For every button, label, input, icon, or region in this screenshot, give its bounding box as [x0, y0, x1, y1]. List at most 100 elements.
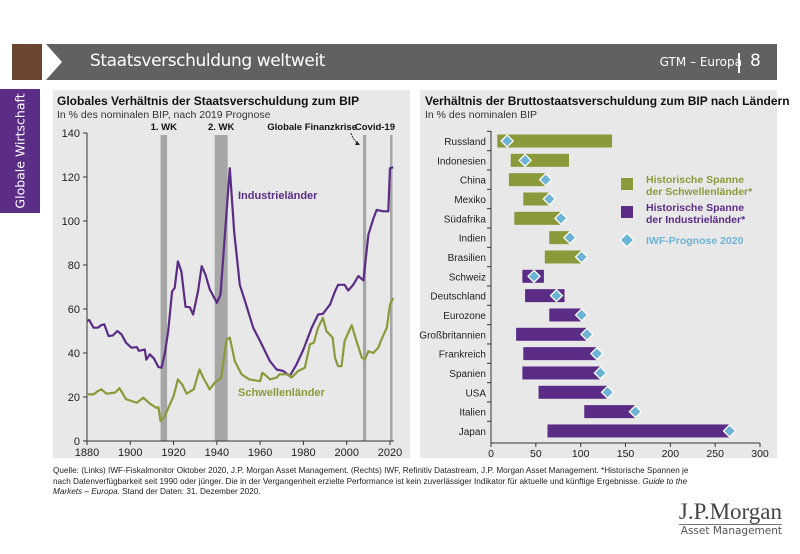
- forecast-marker: [593, 366, 608, 380]
- y-tick-label: 60: [68, 304, 80, 316]
- category-label: Italien: [459, 408, 486, 419]
- x-tick-label: 1920: [161, 447, 185, 459]
- range-bar: [514, 211, 561, 225]
- footnote-guide: Guide to the Markets – Europa.: [53, 476, 687, 497]
- category-label: Indonesien: [437, 156, 486, 167]
- forecast-marker: [574, 250, 589, 264]
- category-label: Brasilien: [448, 253, 486, 264]
- range-bar: [523, 347, 598, 361]
- range-bar: [544, 250, 582, 264]
- series-label-emerging: Schwellenländer: [238, 387, 326, 399]
- range-bar: [538, 385, 609, 399]
- forecast-marker: [628, 404, 643, 419]
- page-number: 8: [750, 51, 761, 71]
- y-tick-label: 20: [68, 392, 80, 404]
- section-tab[interactable]: Globale Wirtschaft: [0, 89, 40, 213]
- left-chart-panel: [53, 90, 410, 458]
- y-tick-label: 80: [68, 260, 80, 272]
- header-accent: [12, 44, 42, 80]
- shaded-period: [390, 135, 393, 441]
- legend-diamond: [618, 231, 636, 249]
- forecast-marker: [500, 134, 515, 148]
- category-label: Indien: [459, 234, 486, 245]
- left-chart-title: Globales Verhältnis der Staatsverschuldu…: [57, 94, 360, 108]
- range-bar: [547, 424, 730, 438]
- period-label: Covid-19: [355, 122, 395, 133]
- shaded-period: [362, 135, 367, 441]
- category-label: Russland: [444, 137, 486, 148]
- footnote-date: Stand der Daten: 31. Dezember 2020.: [119, 487, 261, 496]
- series-label: GTM – Europa: [659, 55, 742, 69]
- range-bar: [584, 405, 636, 419]
- period-label: 1. WK: [151, 122, 178, 133]
- x-tick-label: 2000: [334, 447, 358, 459]
- header-divider: [738, 53, 740, 73]
- range-bar: [523, 192, 550, 206]
- category-label: Schweiz: [449, 272, 486, 283]
- x-tick-label: 1940: [205, 447, 229, 459]
- forecast-marker: [574, 308, 589, 322]
- gfc-arrowhead: [355, 141, 360, 145]
- legend-label-line2: der Schwellenländer*: [646, 186, 753, 198]
- period-label: Globale Finanzkrise: [267, 122, 357, 133]
- category-label: China: [460, 176, 487, 187]
- x-tick-label: 0: [488, 448, 494, 460]
- range-bar: [522, 366, 601, 380]
- category-label: USA: [465, 388, 486, 399]
- forecast-marker: [600, 385, 615, 400]
- x-tick-label: 2020: [378, 447, 402, 459]
- shaded-period: [160, 135, 168, 441]
- legend-label: Historische Spanne: [646, 174, 744, 186]
- x-tick-label: 200: [662, 448, 680, 460]
- legend-swatch: [621, 178, 633, 190]
- x-tick-label: 50: [530, 448, 542, 460]
- category-label: Eurozone: [443, 311, 486, 322]
- range-bar: [508, 173, 546, 187]
- range-bar: [549, 308, 582, 322]
- category-label: Südafrika: [444, 214, 487, 225]
- x-tick-label: 300: [751, 448, 769, 460]
- forecast-marker: [580, 327, 594, 342]
- series-line-industrial: [86, 166, 394, 378]
- right-chart-title: Verhältnis der Bruttostaatsverschuldung …: [425, 94, 790, 108]
- category-label: Spanien: [449, 369, 486, 380]
- forecast-marker: [562, 230, 577, 245]
- forecast-marker: [589, 346, 604, 361]
- y-tick-label: 40: [68, 348, 80, 360]
- left-chart-subtitle: In % des nominalen BIP, nach 2019 Progno…: [57, 109, 271, 121]
- header-bar: [40, 44, 777, 80]
- category-label: Deutschland: [430, 292, 486, 303]
- forecast-marker: [542, 192, 557, 206]
- range-bar: [516, 327, 587, 341]
- legend-label-line2: der Industrieländer*: [646, 214, 746, 226]
- forecast-marker: [549, 288, 564, 303]
- right-chart-subtitle: In % des nominalen BIP: [425, 109, 538, 121]
- legend-label: IWF-Prognose 2020: [646, 235, 744, 247]
- category-label: Großbritannien: [419, 330, 486, 341]
- forecast-marker: [538, 172, 553, 187]
- category-label: Mexiko: [454, 195, 486, 206]
- y-tick-label: 0: [74, 436, 80, 448]
- series-label-industrial: Industrieländer: [238, 190, 318, 202]
- forecast-marker: [722, 424, 737, 438]
- category-label: Frankreich: [439, 350, 486, 361]
- footnote-source: Quelle: (Links) IWF-Fiskalmonitor Oktobe…: [53, 466, 689, 486]
- page-title: Staatsverschuldung weltweit: [90, 51, 326, 71]
- range-bar: [549, 231, 571, 245]
- x-tick-label: 1880: [75, 447, 99, 459]
- footnote: Quelle: (Links) IWF-Fiskalmonitor Oktobe…: [53, 466, 693, 498]
- x-tick-label: 1980: [291, 447, 315, 459]
- logo-subtitle: Asset Management: [680, 525, 782, 537]
- x-tick-label: 100: [572, 448, 590, 460]
- y-tick-label: 140: [62, 128, 80, 140]
- forecast-marker: [518, 153, 532, 168]
- legend-label: Historische Spanne: [646, 202, 744, 214]
- y-tick-label: 120: [62, 172, 80, 184]
- jpmorgan-logo: J.P.Morgan Asset Management: [672, 500, 782, 537]
- legend-swatch: [621, 206, 633, 218]
- series-line-emerging: [87, 297, 395, 423]
- forecast-marker: [554, 211, 568, 226]
- category-label: Japan: [459, 427, 486, 438]
